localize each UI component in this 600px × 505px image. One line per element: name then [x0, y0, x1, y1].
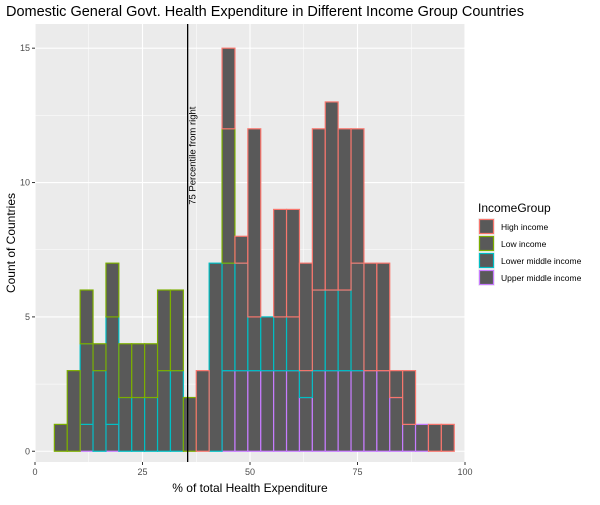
bar-low-income — [118, 343, 133, 399]
bar-upper-middle-income — [376, 370, 391, 452]
bar-upper-middle-income — [389, 396, 404, 452]
axes: 0 25 50 75 100 0 5 10 15 — [20, 43, 473, 477]
bar-upper-middle-income — [414, 423, 430, 452]
bar-low-income — [144, 343, 159, 399]
bar-low-income — [182, 396, 197, 452]
legend-item-lower-middle-income: Lower middle income — [478, 252, 582, 269]
bar-lower-middle-income — [247, 316, 262, 372]
y-tick-label: 15 — [20, 43, 30, 53]
bar-high-income — [350, 128, 365, 264]
bar-high-income — [311, 128, 326, 291]
bar-low-income — [105, 262, 120, 318]
chart-title: Domestic General Govt. Health Expenditur… — [6, 4, 524, 20]
legend-key-swatch — [478, 252, 495, 269]
legend-title: IncomeGroup — [478, 201, 551, 215]
legend-key-swatch — [478, 218, 495, 235]
bar-low-income — [92, 343, 107, 372]
bar-low-income — [53, 423, 68, 452]
bar-lower-middle-income — [311, 289, 326, 372]
y-tick-label: 5 — [25, 312, 30, 322]
bar-lower-middle-income — [156, 370, 172, 452]
legend-key-swatch — [478, 235, 495, 252]
bar-lower-middle-income — [144, 396, 159, 452]
bar-lower-middle-income — [92, 370, 107, 452]
legend-item-label: Upper middle income — [501, 273, 582, 283]
bar-lower-middle-income — [131, 396, 146, 452]
bar-upper-middle-income — [260, 370, 275, 452]
percentile-line-label: 75 Percentile from right — [188, 106, 199, 205]
bar-upper-middle-income — [298, 396, 313, 452]
legend-item-label: High income — [501, 222, 549, 232]
legend-item-high-income: High income — [478, 218, 549, 235]
bar-upper-middle-income — [234, 370, 249, 452]
bar-high-income — [324, 101, 339, 291]
bar-low-income — [221, 128, 236, 264]
bar-upper-middle-income — [79, 423, 94, 452]
bar-upper-middle-income — [324, 370, 339, 452]
bar-lower-middle-income — [350, 262, 365, 372]
bar-upper-middle-income — [337, 370, 352, 452]
bar-lower-middle-income — [234, 262, 249, 372]
bar-lower-middle-income — [298, 370, 313, 399]
bar-lower-middle-income — [79, 343, 94, 425]
bars — [53, 47, 455, 452]
x-tick-label: 100 — [457, 467, 472, 477]
bar-lower-middle-income — [105, 316, 120, 425]
x-tick-label: 75 — [352, 467, 362, 477]
y-tick-label: 10 — [20, 178, 30, 188]
x-tick-label: 50 — [245, 467, 255, 477]
bar-low-income — [79, 289, 94, 345]
bar-lower-middle-income — [260, 316, 275, 372]
bar-low-income — [169, 289, 184, 372]
bar-low-income — [66, 370, 81, 452]
bar-upper-middle-income — [247, 370, 262, 452]
bar-upper-middle-income — [350, 370, 365, 452]
bar-high-income — [247, 128, 262, 318]
bar-lower-middle-income — [273, 316, 288, 372]
legend-item-upper-middle-income: Upper middle income — [478, 269, 582, 286]
bar-lower-middle-income — [118, 396, 133, 452]
bar-high-income — [285, 208, 301, 318]
bar-upper-middle-income — [105, 423, 120, 452]
x-axis-label: % of total Health Expenditure — [172, 481, 328, 495]
bar-high-income — [337, 128, 352, 291]
bar-upper-middle-income — [311, 370, 326, 452]
bar-high-income — [427, 423, 442, 452]
y-tick-label: 0 — [25, 446, 30, 456]
bar-high-income — [402, 370, 417, 425]
bar-high-income — [363, 262, 378, 372]
legend-key-swatch — [478, 269, 495, 286]
bar-high-income — [389, 370, 404, 399]
bar-lower-middle-income — [208, 262, 223, 452]
bar-upper-middle-income — [402, 423, 417, 452]
bar-high-income — [376, 262, 391, 372]
bar-lower-middle-income — [285, 316, 301, 372]
bar-low-income — [156, 289, 172, 372]
bar-lower-middle-income — [221, 262, 236, 372]
bar-lower-middle-income — [169, 370, 184, 452]
x-tick-label: 25 — [137, 467, 147, 477]
bar-upper-middle-income — [285, 370, 301, 452]
bar-high-income — [440, 423, 455, 452]
bar-high-income — [195, 370, 210, 452]
bar-low-income — [131, 343, 146, 399]
bar-upper-middle-income — [273, 370, 288, 452]
bar-lower-middle-income — [337, 289, 352, 372]
bar-lower-middle-income — [324, 289, 339, 372]
bar-high-income — [298, 262, 313, 372]
legend-item-label: Low income — [501, 239, 547, 249]
legend: IncomeGroup High income Low income Lower m… — [478, 201, 582, 286]
x-tick-label: 0 — [32, 467, 37, 477]
bar-high-income — [273, 208, 288, 318]
legend-item-label: Lower middle income — [501, 256, 582, 266]
bar-upper-middle-income — [221, 370, 236, 452]
bar-high-income — [221, 47, 236, 130]
bar-high-income — [234, 235, 249, 264]
bar-upper-middle-income — [363, 370, 378, 452]
reference-line: 75 Percentile from right — [186, 24, 199, 462]
y-axis-label: Count of Countries — [4, 193, 18, 293]
legend-item-low-income: Low income — [478, 235, 547, 252]
